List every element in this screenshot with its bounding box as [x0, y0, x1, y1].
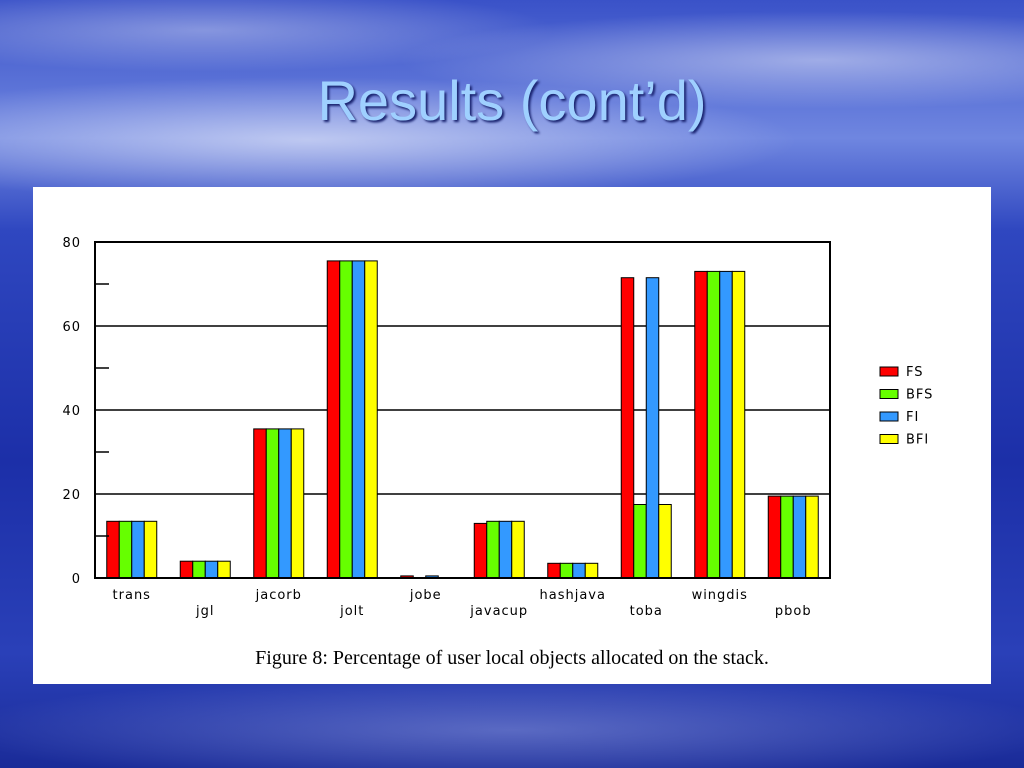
y-tick-label: 60 [62, 320, 81, 335]
bar-bfi-javacup [511, 520, 525, 579]
bar-fs-pbob [767, 495, 782, 579]
y-tick-label: 20 [62, 488, 81, 503]
bar-bfs-jolt [339, 260, 353, 579]
bar-fi-jgl [204, 560, 219, 579]
bar-fi-jolt [351, 260, 366, 579]
y-tick-label: 0 [72, 572, 81, 587]
bar-fi-hashjava [572, 562, 586, 579]
bars [106, 260, 819, 579]
x-tick-label: pbob [775, 604, 812, 619]
bar-fi-pbob [792, 495, 807, 579]
y-tick-label: 40 [62, 404, 81, 419]
x-tick-label: trans [113, 588, 151, 603]
bar-fs-trans [106, 520, 120, 579]
x-tick-label: javacup [469, 604, 528, 619]
bar-bfs-jacorb [265, 428, 280, 579]
x-tick-label: toba [630, 604, 663, 619]
legend-swatch-bfs [879, 389, 899, 399]
slide-title: Results (cont’d) [317, 69, 707, 132]
x-tick-label: wingdis [692, 588, 748, 603]
bar-fi-jacorb [278, 428, 292, 579]
y-axis: 0 20 40 60 80 [62, 236, 109, 587]
x-tick-label: jacorb [255, 588, 302, 603]
bar-fi-javacup [498, 520, 513, 579]
legend-swatch-fs [879, 366, 899, 377]
bar-fs-jacorb [253, 428, 267, 579]
chart-panel: 0 20 40 60 80 trans jgl jacorb jolt jobe javacup h… [33, 187, 991, 684]
plot-frame [94, 241, 831, 579]
legend-label: BFI [906, 433, 929, 448]
bar-bfi-pbob [805, 495, 819, 579]
bar-fs-wingdis [694, 270, 708, 579]
bar-bfi-jacorb [290, 428, 305, 579]
bar-bfs-pbob [780, 495, 794, 579]
y-tick-label: 80 [62, 236, 81, 251]
x-tick-label: jolt [339, 604, 364, 619]
legend-label: FI [906, 410, 919, 425]
legend-label: FS [906, 365, 924, 380]
bar-fi-trans [131, 520, 145, 579]
x-tick-label: hashjava [540, 588, 606, 603]
bar-bfi-jolt [364, 260, 378, 579]
bar-fs-jolt [326, 260, 341, 579]
bar-bfs-hashjava [559, 562, 574, 579]
bar-fi-wingdis [719, 270, 733, 579]
bar-fs-toba [620, 277, 635, 579]
bar-bfs-javacup [486, 520, 500, 579]
x-tick-label: jobe [409, 588, 442, 603]
bar-bfi-hashjava [584, 562, 599, 579]
bar-bfi-toba [658, 504, 672, 579]
bar-fi-toba [645, 277, 660, 579]
figure-caption: Figure 8: Percentage of user local objec… [255, 647, 769, 669]
bar-chart: 0 20 40 60 80 trans jgl jacorb jolt jobe javacup h… [62, 236, 933, 669]
legend-label: BFS [906, 388, 933, 403]
bar-bfi-wingdis [731, 270, 746, 579]
bar-fs-javacup [473, 522, 488, 579]
bar-bfs-toba [633, 504, 647, 579]
bar-bfi-jgl [217, 560, 231, 579]
legend-swatch-bfi [879, 434, 899, 444]
bar-bfs-jgl [192, 560, 206, 579]
legend: FS BFS FI BFI [879, 365, 933, 448]
legend-swatch-fi [879, 411, 899, 422]
bar-fs-jgl [179, 560, 194, 579]
bar-bfs-wingdis [706, 270, 721, 579]
bar-bfi-trans [143, 520, 158, 579]
bar-fs-hashjava [547, 562, 561, 579]
bar-bfs-trans [118, 520, 133, 579]
x-tick-label: jgl [195, 604, 214, 619]
x-axis: trans jgl jacorb jolt jobe javacup hashjava tob… [113, 588, 812, 619]
